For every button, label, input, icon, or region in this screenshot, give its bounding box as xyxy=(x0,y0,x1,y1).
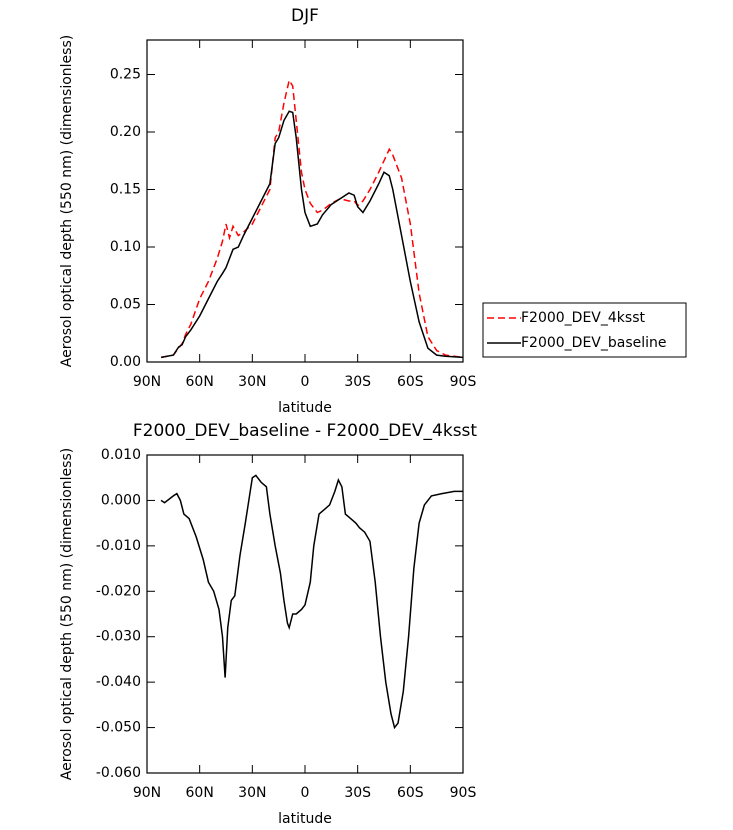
x-tick-label: 90S xyxy=(450,374,477,390)
plot-frame xyxy=(146,454,464,774)
y-tick-label: 0.010 xyxy=(101,447,141,463)
x-tick-label: 30S xyxy=(344,785,371,801)
y-tick-label: 0.10 xyxy=(110,239,141,255)
series-line xyxy=(160,78,464,359)
y-tick-label: 0.05 xyxy=(110,297,141,313)
legend-box xyxy=(482,302,687,358)
y-tick-label: 0.00 xyxy=(110,354,141,370)
series-line xyxy=(160,474,463,730)
x-tick-label: 30N xyxy=(238,374,266,390)
x-tick-label: 90S xyxy=(450,785,477,801)
x-tick-label: 30S xyxy=(344,374,371,390)
y-tick-label: -0.030 xyxy=(96,629,141,645)
x-axis-label: latitude xyxy=(278,400,332,416)
x-tick-label: 0 xyxy=(301,374,310,390)
legend-label: F2000_DEV_baseline xyxy=(521,335,667,351)
series-line xyxy=(160,110,464,359)
y-tick-label: 0.15 xyxy=(110,182,141,198)
y-tick-label: 0.25 xyxy=(110,67,141,83)
x-tick-label: 60S xyxy=(397,785,424,801)
x-tick-label: 60N xyxy=(186,785,214,801)
x-tick-label: 0 xyxy=(301,785,310,801)
y-tick-label: -0.060 xyxy=(96,765,141,781)
x-axis-label: latitude xyxy=(278,811,332,827)
legend-label: F2000_DEV_4ksst xyxy=(521,310,645,326)
y-tick-label: -0.040 xyxy=(96,674,141,690)
y-axis-label: Aerosol optical depth (550 nm) (dimensio… xyxy=(59,448,75,780)
y-tick-label: 0.20 xyxy=(110,124,141,140)
y-tick-label: 0.000 xyxy=(101,492,141,508)
x-tick-label: 60S xyxy=(397,374,424,390)
chart-title: F2000_DEV_baseline - F2000_DEV_4ksst xyxy=(133,421,478,441)
y-axis-label: Aerosol optical depth (550 nm) (dimensio… xyxy=(59,35,75,367)
x-tick-label: 90N xyxy=(133,374,161,390)
y-tick-label: -0.010 xyxy=(96,538,141,554)
y-tick-label: -0.050 xyxy=(96,720,141,736)
y-tick-label: -0.020 xyxy=(96,583,141,599)
x-tick-label: 60N xyxy=(186,374,214,390)
x-tick-label: 90N xyxy=(133,785,161,801)
chart-title: DJF xyxy=(291,6,319,26)
x-tick-label: 30N xyxy=(238,785,266,801)
